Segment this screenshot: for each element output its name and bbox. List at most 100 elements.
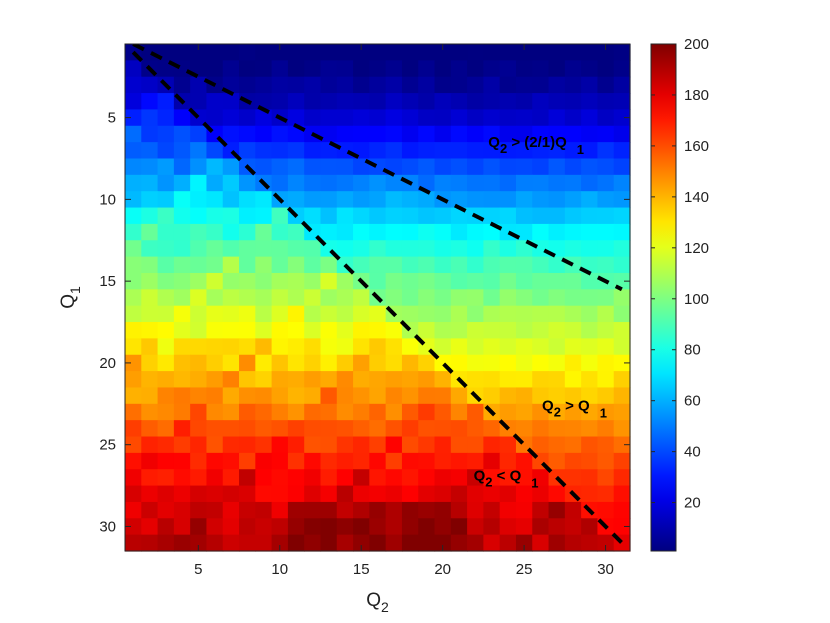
- heatmap-cell: [190, 534, 208, 552]
- heatmap-cell: [271, 60, 289, 78]
- heatmap-cell: [320, 174, 338, 192]
- heatmap-cell: [125, 76, 142, 94]
- heatmap-cell: [450, 158, 468, 176]
- heatmap-cell: [548, 76, 566, 94]
- heatmap-cell: [239, 174, 256, 192]
- heatmap-cell: [450, 289, 468, 307]
- heatmap-cell: [206, 256, 224, 274]
- heatmap-cell: [353, 354, 370, 372]
- heatmap-cell: [613, 518, 631, 536]
- heatmap-cell: [385, 534, 403, 552]
- heatmap-cell: [190, 354, 208, 372]
- colorbar-tick-label: 180: [684, 87, 709, 104]
- heatmap-cell: [173, 256, 191, 274]
- heatmap-cell: [190, 305, 208, 323]
- heatmap-cell: [255, 534, 273, 552]
- heatmap-cell: [190, 174, 208, 192]
- heatmap-cell: [597, 191, 615, 209]
- heatmap-cell: [173, 272, 191, 290]
- heatmap-cell: [125, 469, 142, 487]
- heatmap-cell: [515, 158, 533, 176]
- heatmap-cell: [336, 420, 354, 438]
- heatmap-cell: [418, 272, 436, 290]
- y-tick-label: 25: [99, 437, 116, 454]
- colorbar-tick-label: 100: [684, 291, 709, 308]
- heatmap-cell: [239, 272, 256, 290]
- heatmap-cell: [320, 534, 338, 552]
- heatmap-cell: [239, 403, 256, 421]
- heatmap-cell: [597, 158, 615, 176]
- heatmap-cell: [271, 452, 289, 470]
- heatmap-cell: [239, 240, 256, 258]
- heatmap-cell: [515, 501, 533, 519]
- heatmap-cell: [369, 174, 387, 192]
- heatmap-cell: [385, 371, 403, 389]
- heatmap-cell: [401, 403, 419, 421]
- heatmap-cell: [450, 354, 468, 372]
- heatmap-cell: [336, 158, 354, 176]
- heatmap-cell: [532, 174, 550, 192]
- heatmap-cell: [597, 485, 615, 503]
- heatmap-cell: [613, 223, 631, 241]
- heatmap-cell: [581, 44, 599, 61]
- heatmap-cell: [532, 256, 550, 274]
- heatmap-cell: [401, 109, 419, 127]
- heatmap-cell: [613, 322, 631, 339]
- y-tick-label: 5: [108, 110, 116, 127]
- heatmap-cell: [222, 354, 240, 372]
- heatmap-cell: [434, 93, 452, 111]
- heatmap-cell: [385, 469, 403, 487]
- heatmap-cell: [190, 469, 208, 487]
- x-tick-label: 5: [194, 561, 202, 578]
- heatmap-cell: [320, 109, 338, 127]
- heatmap-cell: [532, 403, 550, 421]
- y-axis-ticks: 5 10 15 20 25 30: [99, 110, 630, 535]
- heatmap-cell: [320, 191, 338, 209]
- heatmap-cell: [369, 387, 387, 405]
- heatmap-cell: [369, 76, 387, 94]
- heatmap-cell: [239, 501, 256, 519]
- heatmap-cell: [401, 452, 419, 470]
- heatmap-cell: [125, 322, 142, 339]
- heatmap-cell: [483, 469, 501, 487]
- heatmap-cell: [222, 174, 240, 192]
- heatmap-cell: [157, 93, 175, 111]
- heatmap-cell: [271, 256, 289, 274]
- heatmap-cell: [369, 240, 387, 258]
- heatmap-cell: [320, 125, 338, 143]
- heatmap-cell: [304, 354, 322, 372]
- heatmap-cell: [271, 403, 289, 421]
- heatmap-cell: [320, 76, 338, 94]
- heatmap-cell: [499, 109, 517, 127]
- heatmap-cell: [320, 403, 338, 421]
- heatmap-cell: [173, 223, 191, 241]
- heatmap-cell: [304, 469, 322, 487]
- heatmap-cell: [581, 387, 599, 405]
- heatmap-cell: [141, 289, 159, 307]
- heatmap-cell: [353, 403, 370, 421]
- heatmap-cell: [385, 60, 403, 78]
- heatmap-cell: [434, 125, 452, 143]
- heatmap-cell: [564, 76, 582, 94]
- heatmap-cell: [515, 125, 533, 143]
- heatmap-cell: [467, 60, 484, 78]
- heatmap-cell: [548, 420, 566, 438]
- heatmap-cell: [287, 158, 305, 176]
- heatmap-cell: [548, 289, 566, 307]
- heatmap-cell: [401, 125, 419, 143]
- heatmap-cell: [304, 240, 322, 258]
- heatmap-cell: [320, 501, 338, 519]
- heatmap-cell: [450, 109, 468, 127]
- heatmap-cell: [434, 403, 452, 421]
- heatmap-cell: [515, 534, 533, 552]
- heatmap-cell: [418, 76, 436, 94]
- heatmap-cell: [597, 305, 615, 323]
- heatmap-cell: [597, 142, 615, 160]
- heatmap-cell: [239, 125, 256, 143]
- heatmap-cell: [336, 60, 354, 78]
- heatmap-cell: [581, 338, 599, 356]
- heatmap-cell: [401, 191, 419, 209]
- heatmap-cell: [125, 256, 142, 274]
- heatmap-cell: [532, 387, 550, 405]
